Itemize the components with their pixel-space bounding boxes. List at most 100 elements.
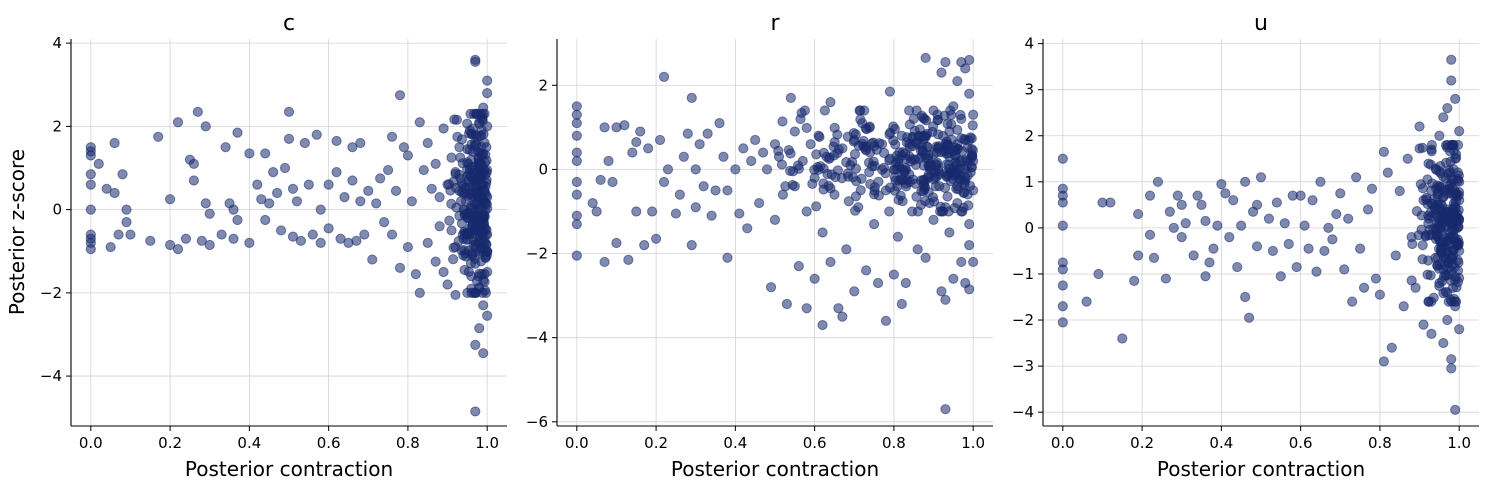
data-point — [818, 184, 829, 195]
data-point — [471, 108, 482, 120]
data-point — [442, 279, 453, 290]
data-point — [952, 124, 963, 135]
data-point — [1442, 103, 1453, 114]
data-point — [1057, 264, 1068, 275]
data-point — [607, 176, 618, 188]
data-point — [807, 178, 818, 189]
data-point — [859, 105, 870, 116]
y-tick-label: −4 — [40, 367, 62, 385]
data-point — [1244, 312, 1255, 323]
panel-u: u Posterior contraction 0.0 0.2 0.4 0.6 0.8 1… — [1012, 11, 1479, 481]
data-point — [1446, 354, 1457, 365]
data-point — [1406, 275, 1417, 286]
data-point — [928, 196, 940, 207]
y-tick-label: −2 — [526, 245, 548, 263]
data-point — [850, 191, 862, 202]
data-point — [1133, 208, 1144, 220]
data-point — [571, 250, 582, 261]
x-tick-label: 0.6 — [317, 434, 341, 452]
data-point — [830, 171, 841, 183]
data-point — [599, 256, 610, 268]
data-point — [654, 134, 666, 146]
data-point — [631, 206, 642, 217]
data-point — [1378, 146, 1389, 157]
data-point — [422, 237, 433, 249]
data-point — [1417, 254, 1428, 265]
data-point — [474, 323, 485, 334]
data-point — [811, 201, 822, 212]
data-point — [571, 101, 582, 112]
data-point — [809, 273, 820, 284]
data-point — [323, 223, 334, 234]
data-point — [1438, 112, 1449, 123]
data-point — [394, 90, 406, 101]
data-point — [964, 284, 975, 295]
x-tick-label: 1.0 — [475, 434, 499, 452]
data-point — [817, 319, 828, 331]
data-point — [571, 118, 582, 129]
data-point — [833, 303, 844, 314]
data-point — [880, 315, 892, 326]
data-point — [85, 169, 96, 180]
data-point — [1172, 190, 1183, 201]
data-point — [880, 168, 891, 179]
data-point — [789, 126, 800, 137]
data-point — [1057, 280, 1068, 291]
data-point — [842, 168, 853, 179]
data-point — [785, 148, 796, 159]
data-point — [964, 54, 975, 66]
data-point — [1411, 206, 1422, 217]
data-point — [1251, 199, 1263, 210]
data-point — [750, 134, 761, 146]
data-point — [1442, 314, 1453, 326]
data-point — [164, 194, 176, 205]
data-point — [619, 120, 630, 131]
data-point — [850, 205, 861, 216]
data-point — [957, 155, 968, 167]
data-point — [662, 164, 674, 175]
data-point — [1303, 243, 1314, 254]
data-points — [571, 52, 979, 415]
data-point — [913, 153, 924, 164]
data-point — [911, 137, 922, 148]
data-point — [347, 142, 358, 153]
data-point — [909, 125, 920, 137]
data-point — [153, 131, 164, 142]
data-point — [674, 189, 685, 200]
data-point — [920, 132, 931, 143]
data-point — [476, 130, 487, 141]
data-point — [93, 158, 104, 169]
data-point — [1196, 199, 1207, 210]
x-tick-label: 0.0 — [565, 434, 589, 452]
data-point — [1423, 210, 1434, 221]
data-point — [1081, 296, 1092, 307]
data-point — [837, 311, 848, 322]
x-tick-label: 0.8 — [882, 434, 906, 452]
data-point — [375, 173, 386, 184]
data-point — [967, 120, 978, 131]
x-axis-label: Posterior contraction — [671, 457, 879, 481]
data-point — [1452, 139, 1464, 151]
data-point — [463, 168, 475, 179]
data-point — [1448, 198, 1459, 209]
data-point — [623, 254, 634, 265]
data-point — [718, 151, 729, 162]
data-point — [1343, 213, 1354, 224]
data-point — [1354, 243, 1366, 254]
data-point — [1386, 342, 1397, 353]
data-point — [825, 256, 836, 268]
data-point — [861, 265, 872, 276]
data-point — [470, 339, 481, 350]
data-point — [1327, 234, 1338, 245]
data-point — [1152, 176, 1164, 187]
y-tick-label: 4 — [52, 34, 62, 52]
data-point — [1267, 245, 1278, 257]
data-point — [872, 277, 884, 289]
data-point — [951, 169, 962, 181]
data-point — [968, 109, 979, 120]
data-point — [307, 229, 318, 240]
data-point — [477, 246, 488, 258]
data-point — [1450, 404, 1461, 415]
data-point — [446, 198, 457, 209]
data-point — [781, 298, 792, 310]
